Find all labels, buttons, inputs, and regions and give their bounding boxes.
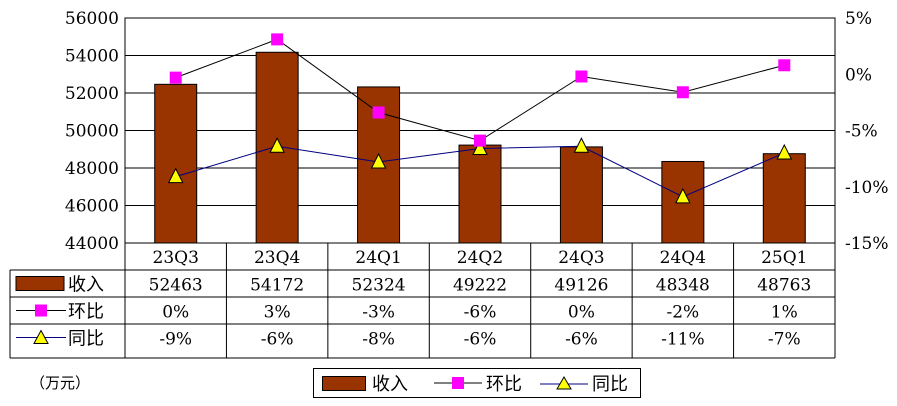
table-row-label: 同比 <box>68 329 104 350</box>
legend-marker-yoy <box>540 376 588 390</box>
y-left-tick-label: 52000 <box>65 84 119 104</box>
bar <box>559 146 603 244</box>
table-swatch-revenue <box>15 276 65 291</box>
data-point-yoy <box>269 137 285 153</box>
table-cell: -6% <box>261 330 294 350</box>
y-left-tick-label: 54000 <box>65 47 119 67</box>
table-cell: -2% <box>666 303 699 323</box>
x-tick-label: 25Q1 <box>761 248 807 268</box>
data-point-yoy <box>675 187 691 204</box>
legend-item-yoy: 同比 <box>540 369 628 397</box>
table-cell: -6% <box>464 330 497 350</box>
table-cell: -6% <box>464 303 497 323</box>
legend: 收入 环比 同比 <box>313 368 641 398</box>
x-tick-label: 24Q3 <box>558 248 604 268</box>
table-cell: 54172 <box>250 276 304 296</box>
y-right-tick-label: 5% <box>845 9 872 29</box>
data-point-yoy <box>472 139 488 155</box>
table-cell: 49222 <box>453 276 507 296</box>
y-left-tick-label: 48000 <box>65 159 119 179</box>
table-cell: -6% <box>565 330 598 350</box>
data-point-qoq <box>169 71 182 84</box>
table-cell: -7% <box>768 330 801 350</box>
legend-marker-qoq <box>434 377 482 389</box>
x-tick-label: 24Q4 <box>660 248 706 268</box>
table-cell: 48348 <box>656 276 710 296</box>
legend-label-qoq: 环比 <box>486 374 522 395</box>
y-left-tick-label: 44000 <box>65 234 119 254</box>
y-left-tick-label: 56000 <box>65 9 119 29</box>
table-cell: 49126 <box>554 276 608 296</box>
y-left-tick-label: 46000 <box>65 197 119 217</box>
legend-item-revenue: 收入 <box>322 369 408 397</box>
data-point-yoy <box>776 143 793 160</box>
x-tick-label: 23Q3 <box>153 248 199 268</box>
table-cell: 3% <box>264 303 291 323</box>
y-right-tick-label: -15% <box>845 234 889 254</box>
table-swatch-yoy <box>33 329 49 344</box>
table-cell: -11% <box>661 330 705 350</box>
bar <box>154 83 198 244</box>
y-left-tick-label: 50000 <box>65 122 119 142</box>
legend-item-qoq: 环比 <box>434 369 522 397</box>
x-tick-label: 24Q1 <box>355 248 401 268</box>
table-row-label: 环比 <box>68 302 104 323</box>
bar <box>458 144 502 244</box>
table-cell: -9% <box>159 330 192 350</box>
legend-swatch-revenue <box>322 375 366 391</box>
y-right-tick-label: -5% <box>845 122 878 142</box>
data-point-qoq <box>575 70 588 83</box>
data-point-qoq <box>372 106 385 119</box>
unit-label: （万元） <box>30 374 91 392</box>
table-cell: 0% <box>568 303 595 323</box>
x-tick-label: 24Q2 <box>457 248 503 268</box>
y-right-tick-label: 0% <box>845 65 872 85</box>
legend-label-yoy: 同比 <box>592 374 628 395</box>
x-tick-label: 23Q4 <box>254 248 300 268</box>
data-point-yoy <box>573 137 590 153</box>
bar <box>762 153 806 244</box>
table-swatch-qoq <box>35 304 47 317</box>
data-point-yoy <box>167 167 184 184</box>
legend-label-revenue: 收入 <box>372 374 408 395</box>
plot-area-border <box>124 17 836 244</box>
data-point-qoq <box>778 59 791 72</box>
data-point-qoq <box>271 33 284 46</box>
table-row-label: 收入 <box>68 275 104 296</box>
table-cell: 1% <box>771 303 798 323</box>
table-cell: 52324 <box>352 276 406 296</box>
data-point-yoy <box>370 152 387 169</box>
table-cell: -3% <box>362 303 395 323</box>
table-cell: 0% <box>162 303 189 323</box>
data-point-qoq <box>474 134 486 147</box>
y-right-tick-label: -10% <box>845 178 889 198</box>
table-cell: 48763 <box>757 276 811 296</box>
table-cell: -8% <box>362 330 395 350</box>
data-point-qoq <box>676 86 689 99</box>
table-cell: 52463 <box>149 276 203 296</box>
